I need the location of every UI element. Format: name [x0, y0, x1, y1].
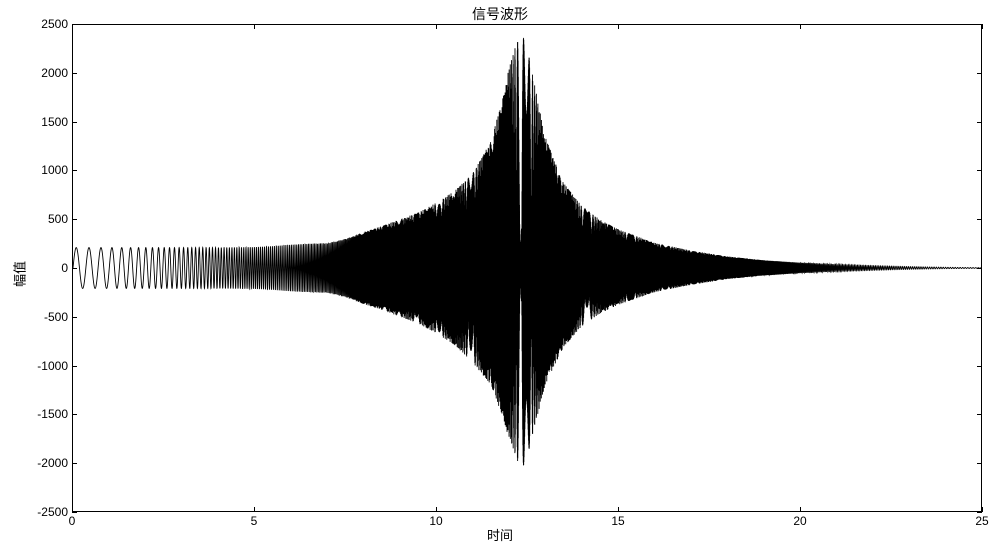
y-tick-label: 1500	[8, 115, 68, 129]
y-tick-label: 0	[8, 261, 68, 275]
x-tick-label: 0	[69, 514, 76, 528]
y-tick-label: 2000	[8, 66, 68, 80]
x-tick-label: 20	[793, 514, 806, 528]
chart-container: 信号波形 幅值 时间 -2500-2000-1500-1000-50005001…	[0, 0, 1000, 548]
y-tick-label: -1500	[8, 407, 68, 421]
y-tick-label: 500	[8, 212, 68, 226]
x-tick-label: 5	[251, 514, 258, 528]
y-tick-label: -2000	[8, 456, 68, 470]
plot-area	[72, 24, 982, 512]
x-tick-label: 15	[611, 514, 624, 528]
y-tick-label: -2500	[8, 505, 68, 519]
x-axis-label: 时间	[0, 525, 1000, 544]
signal-waveform	[73, 25, 981, 511]
x-tick-label: 25	[975, 514, 988, 528]
y-tick-label: -500	[8, 310, 68, 324]
y-tick-label: 2500	[8, 17, 68, 31]
x-tick-label: 10	[429, 514, 442, 528]
signal-trace	[73, 38, 981, 466]
chart-title: 信号波形	[0, 4, 1000, 24]
y-tick-label: -1000	[8, 359, 68, 373]
y-tick-label: 1000	[8, 163, 68, 177]
